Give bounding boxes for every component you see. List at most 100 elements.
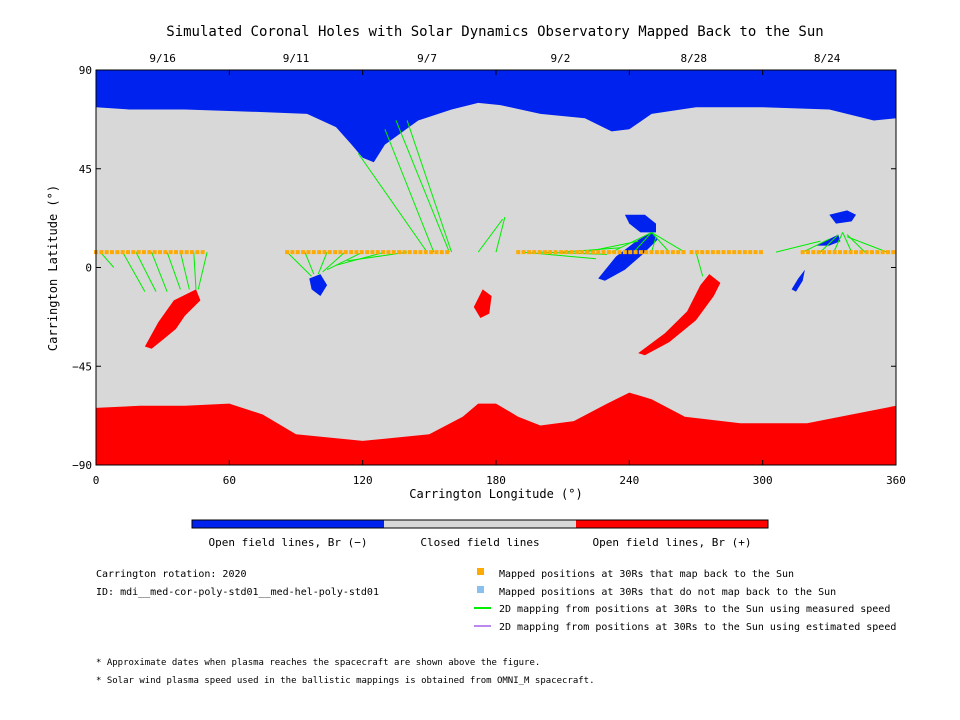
mapped-position [681, 250, 686, 255]
mapped-position [104, 250, 109, 255]
x-tick-label: 240 [619, 474, 639, 487]
x-tick-label: 120 [353, 474, 373, 487]
x-axis-label: Carrington Longitude (°) [409, 487, 582, 501]
mapped-position [732, 250, 737, 255]
colorbar-label-closed: Closed field lines [420, 536, 539, 549]
plot-area [94, 69, 897, 466]
date-axis: 9/16 9/11 9/7 9/2 8/28 8/24 [149, 52, 840, 65]
legend-mapped-label: Mapped positions at 30Rs that map back t… [499, 569, 794, 580]
mapped-position [822, 250, 826, 255]
mapped-position [147, 250, 152, 255]
mapped-position [638, 250, 643, 255]
mapped-position [142, 250, 146, 255]
mapping-line [633, 232, 652, 253]
mapped-position [179, 250, 184, 255]
mapped-position [710, 250, 715, 255]
colorbar-label-positive: Open field lines, Br (+) [593, 536, 752, 549]
mapped-position [386, 250, 391, 255]
colorbar-negative [192, 520, 384, 528]
mapped-position [590, 250, 595, 255]
south-polar-coronal-hole [96, 392, 896, 465]
mapping-line [651, 236, 657, 253]
date-tick-label: 9/2 [551, 52, 571, 65]
mapped-position [843, 250, 848, 255]
mapped-position [689, 250, 694, 255]
positive-coronal-hole [144, 289, 201, 349]
mapped-position [758, 250, 763, 255]
carrington-rotation: Carrington rotation: 2020 [96, 569, 247, 580]
mapped-position [654, 250, 659, 255]
mapped-position [676, 250, 681, 255]
legend-measured-label: 2D mapping from positions at 30Rs to the… [499, 604, 890, 615]
mapping-line [384, 129, 435, 253]
mapped-position [827, 250, 832, 255]
mapped-position [423, 250, 428, 255]
mapped-position [617, 250, 622, 255]
mapped-position [301, 250, 306, 255]
mapped-position [375, 250, 380, 255]
x-tick-label: 300 [753, 474, 773, 487]
mapped-position [753, 250, 758, 255]
mapped-position [407, 250, 412, 255]
mapped-position [391, 250, 396, 255]
y-tick-label: 45 [79, 163, 92, 176]
mapped-position [606, 250, 611, 255]
mapped-position [184, 250, 189, 255]
mapping-line [395, 120, 450, 253]
mapped-position [806, 250, 810, 255]
mapped-position [660, 250, 665, 255]
mapped-position [601, 250, 606, 255]
mapped-position [721, 250, 726, 255]
mapped-position [370, 250, 375, 255]
mapped-position [532, 250, 537, 255]
mapped-position [290, 250, 295, 255]
mapped-position [354, 250, 359, 255]
negative-coronal-hole [598, 232, 659, 281]
mapped-position [311, 250, 316, 255]
mapped-position [705, 250, 710, 255]
mapped-position [854, 250, 858, 255]
mapped-position [158, 250, 162, 255]
x-tick-label: 0 [93, 474, 100, 487]
mapped-position [397, 250, 402, 255]
mapped-position [716, 250, 721, 255]
mapped-position [365, 250, 370, 255]
mapped-position [748, 250, 753, 255]
mapped-position [136, 250, 141, 255]
x-tick-label: 360 [886, 474, 906, 487]
mapped-position [542, 250, 547, 255]
mapped-position [110, 250, 114, 255]
mapped-position [811, 250, 816, 255]
mapped-position [429, 250, 434, 255]
mapping-line [651, 231, 686, 253]
mapped-position [800, 250, 805, 255]
mapped-position [200, 250, 205, 255]
mapping-line [802, 238, 830, 253]
mapped-position [832, 250, 837, 255]
legend-unmapped-marker [477, 586, 484, 593]
north-polar-coronal-hole [96, 70, 896, 163]
mapped-position [163, 250, 168, 255]
date-tick-label: 9/16 [149, 52, 176, 65]
mapped-position [131, 250, 136, 255]
mapped-position [633, 250, 638, 255]
mapped-position [381, 250, 386, 255]
mapped-position [439, 250, 444, 255]
colorbar-label-negative: Open field lines, Br (−) [209, 536, 368, 549]
mapped-position [521, 250, 526, 255]
mapped-position [418, 250, 423, 255]
mapping-line [304, 251, 315, 275]
mapped-position [875, 250, 880, 255]
y-tick-label: −90 [72, 459, 92, 472]
mapping-line [611, 231, 652, 253]
mapped-position [402, 250, 407, 255]
colorbar: Open field lines, Br (−) Closed field li… [191, 519, 769, 549]
mapping-line [286, 251, 312, 277]
mapped-position [644, 250, 649, 255]
mapped-position [694, 250, 699, 255]
closed-field-region [96, 70, 896, 465]
mapped-position [434, 250, 439, 255]
mapped-position [445, 250, 450, 255]
mapping-line [100, 251, 115, 268]
